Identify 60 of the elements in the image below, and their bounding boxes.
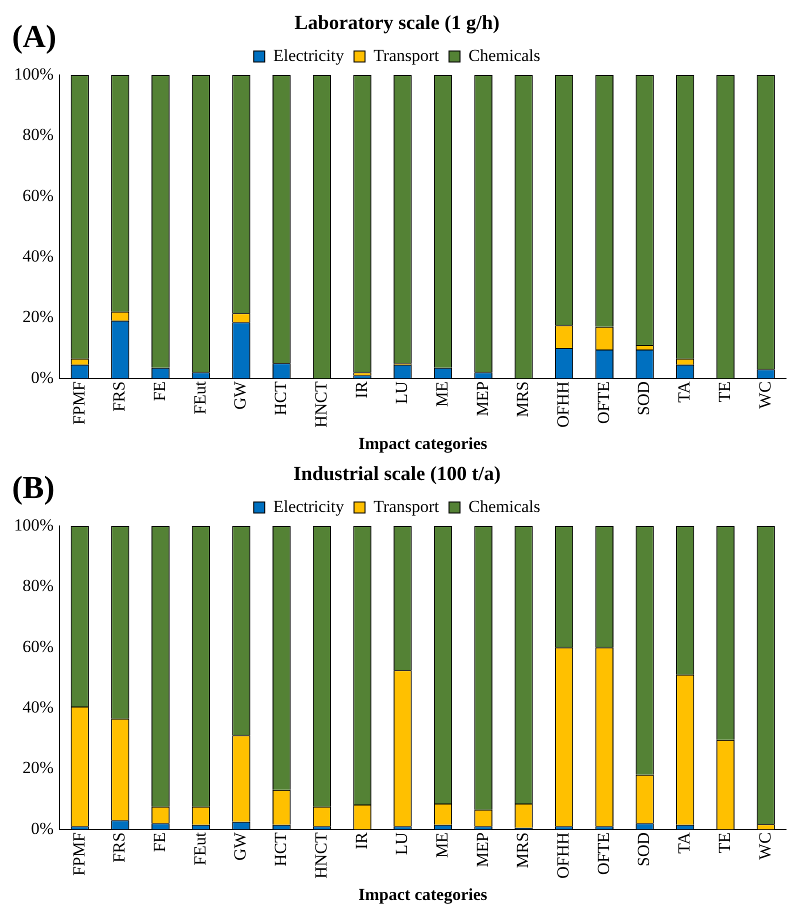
- y-tick-label: 100%: [14, 515, 54, 534]
- x-tick-label: WC: [755, 381, 774, 409]
- x-tick-label: LU: [392, 381, 412, 404]
- x-tick-label: FPMF: [69, 381, 88, 425]
- x-tick-label: OFHH: [554, 832, 573, 879]
- x-tick-label: OFHH: [554, 381, 573, 428]
- legend-label: Chemicals: [468, 46, 540, 65]
- x-tick-label: FEut: [190, 381, 210, 414]
- x-tick-label: MRS: [513, 381, 532, 418]
- text: (A): [12, 18, 56, 55]
- x-tick-label: HNCT: [311, 380, 330, 428]
- y-tick-label: 20%: [22, 758, 54, 778]
- x-tick-label: FRS: [110, 832, 129, 863]
- x-tick-label: OFTE: [594, 832, 613, 875]
- x-tick-label: ME: [432, 381, 452, 407]
- y-tick-label: 0%: [30, 368, 54, 387]
- x-tick-label: LU: [392, 832, 412, 855]
- y-tick-label: 100%: [14, 64, 54, 84]
- x-tick-label: MRS: [513, 832, 532, 868]
- text: (B): [12, 469, 55, 506]
- y-tick-label: 20%: [22, 307, 54, 326]
- x-tick-label: TA: [674, 832, 694, 854]
- x-tick-label: FE: [150, 832, 170, 852]
- x-tick-label: ME: [432, 832, 452, 858]
- x-tick-label: TE: [714, 381, 734, 402]
- y-tick-label: 60%: [22, 186, 54, 205]
- x-tick-label: OFTE: [594, 381, 613, 424]
- x-tick-label: GW: [230, 380, 250, 410]
- x-tick-label: IR: [352, 832, 371, 850]
- x-tick-label: GW: [230, 831, 250, 861]
- x-tick-label: SOD: [634, 381, 654, 416]
- y-tick-label: 80%: [22, 576, 54, 596]
- x-tick-label: IR: [352, 380, 371, 398]
- x-axis-title: Impact categories: [358, 885, 488, 904]
- legend-label: Chemicals: [468, 496, 540, 516]
- x-tick-label: TE: [714, 832, 734, 854]
- x-tick-label: HCT: [271, 380, 290, 416]
- legend-label: Transport: [374, 46, 440, 65]
- x-tick-label: FE: [150, 381, 170, 402]
- x-tick-label: SOD: [634, 832, 654, 866]
- y-tick-label: 40%: [22, 246, 54, 266]
- y-tick-label: 40%: [22, 697, 54, 716]
- x-tick-label: FRS: [110, 381, 129, 412]
- y-tick-label: 0%: [30, 818, 54, 838]
- y-tick-label: 60%: [22, 636, 54, 656]
- x-tick-label: MEP: [472, 832, 492, 868]
- x-tick-label: HNCT: [311, 832, 330, 879]
- chart-title: Industrial scale (100 t/a): [293, 463, 501, 486]
- x-tick-label: WC: [755, 832, 774, 860]
- legend-label: Electricity: [273, 496, 345, 516]
- x-tick-label: HCT: [271, 832, 290, 866]
- x-axis-title: Impact categories: [358, 434, 488, 454]
- x-tick-label: TA: [674, 380, 694, 403]
- x-tick-label: FPMF: [69, 832, 88, 876]
- x-tick-label: FEut: [190, 832, 210, 866]
- legend-label: Transport: [374, 496, 440, 516]
- legend-label: Electricity: [273, 46, 345, 65]
- chart-title: Laboratory scale (1 g/h): [294, 12, 500, 34]
- y-tick-label: 80%: [22, 125, 54, 144]
- x-tick-label: MEP: [472, 381, 492, 416]
